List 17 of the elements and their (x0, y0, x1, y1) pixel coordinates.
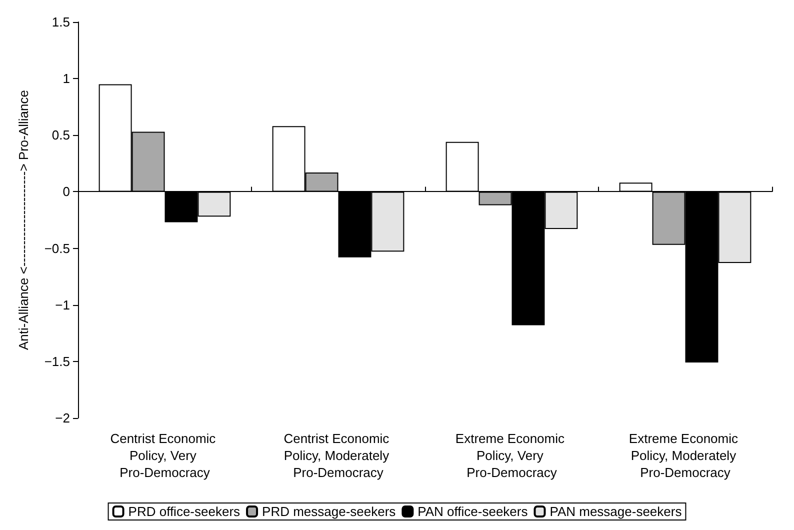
y-tick-label: −0.5 (44, 240, 70, 256)
x-tick-label: Centrist Economic Policy, Moderately Pro-Democracy (284, 431, 393, 480)
x-tick-label: Extreme Economic Policy, Moderately Pro-Democracy (628, 431, 742, 480)
y-axis-title: Anti-Alliance <----------------------> Pro-Alliance (16, 90, 31, 350)
y-tick-label: 0.5 (52, 128, 70, 143)
legend-label: PRD office-seekers (128, 504, 241, 519)
legend-label: PAN office-seekers (418, 504, 528, 519)
y-tick-label: −1.5 (44, 354, 70, 369)
y-tick-label: 1.5 (52, 14, 70, 30)
x-tick-label: Extreme Economic Policy, Very Pro-Democracy (455, 431, 568, 480)
y-tick-label: −1 (55, 297, 70, 312)
y-tick-label: 1 (62, 71, 70, 86)
y-tick-label: −2 (55, 410, 70, 426)
y-tick-label: 0 (62, 184, 70, 200)
x-tick-label: Centrist Economic Policy, Very Pro-Democracy (110, 431, 220, 480)
legend-label: PAN message-seekers (550, 504, 682, 519)
legend-label: PRD message-seekers (262, 504, 396, 519)
